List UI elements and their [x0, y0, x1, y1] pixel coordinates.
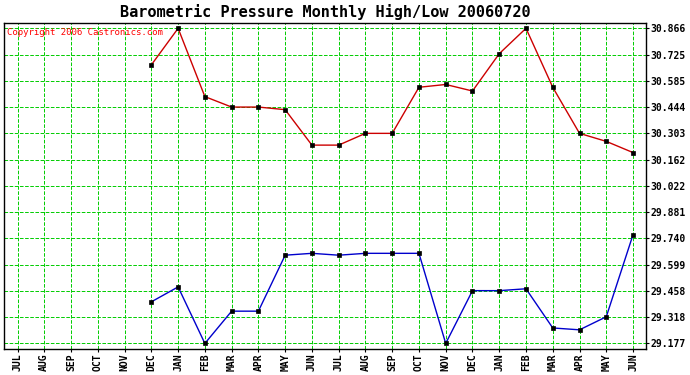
Text: Copyright 2006 Castronics.com: Copyright 2006 Castronics.com	[8, 28, 164, 37]
Title: Barometric Pressure Monthly High/Low 20060720: Barometric Pressure Monthly High/Low 200…	[120, 4, 531, 20]
